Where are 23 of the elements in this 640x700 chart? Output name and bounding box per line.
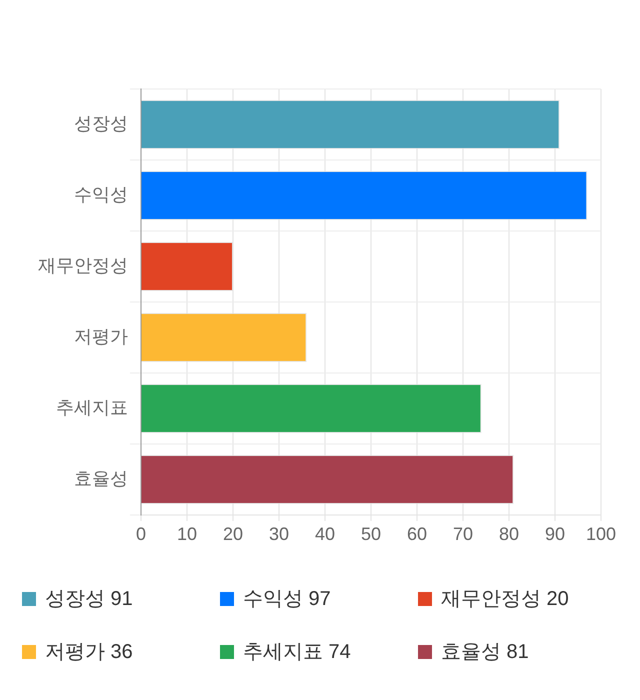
legend-label: 효율성 81 — [441, 640, 529, 665]
x-tick-label: 30 — [268, 524, 290, 544]
legend-label: 성장성 91 — [45, 587, 133, 612]
x-tick-label: 80 — [498, 524, 520, 544]
y-tick-label: 수익성 — [74, 184, 128, 204]
x-tick-label: 0 — [136, 524, 146, 544]
x-tick-label: 20 — [222, 524, 244, 544]
legend-label: 재무안정성 20 — [441, 587, 569, 612]
y-tick-label: 효율성 — [74, 468, 128, 488]
x-tick-label: 40 — [314, 524, 336, 544]
x-tick-label: 50 — [360, 524, 382, 544]
x-tick-label: 70 — [452, 524, 474, 544]
legend-label: 추세지표 74 — [243, 640, 351, 665]
x-tick-label: 60 — [406, 524, 428, 544]
y-tick-label: 저평가 — [74, 326, 128, 346]
y-tick-label: 재무안정성 — [38, 255, 128, 276]
x-tick-label: 100 — [586, 524, 616, 544]
legend-label: 저평가 36 — [45, 640, 133, 665]
y-tick-label: 추세지표 — [56, 397, 128, 418]
x-tick-label: 10 — [176, 524, 198, 544]
y-tick-label: 성장성 — [74, 113, 128, 134]
x-tick-label: 90 — [544, 524, 566, 544]
legend-label: 수익성 97 — [243, 587, 331, 612]
